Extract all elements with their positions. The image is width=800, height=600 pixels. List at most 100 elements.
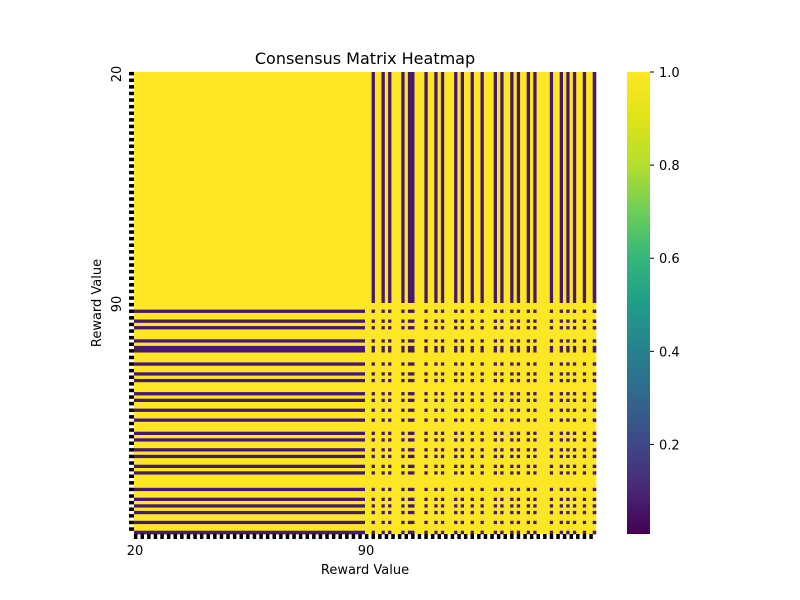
- cell-113-71: [368, 444, 372, 449]
- cell-119-139: [592, 464, 597, 469]
- cell-row-100: [134, 402, 366, 406]
- cell-83-121: [533, 345, 537, 350]
- cell-137-109: [493, 524, 498, 528]
- cell-80-76: [384, 336, 389, 340]
- cell-89-84: [411, 365, 415, 370]
- cell-94-132: [569, 382, 574, 386]
- cell-97-92: [437, 392, 442, 396]
- cell-127-76: [384, 491, 389, 495]
- cell-117-131: [566, 458, 570, 462]
- cell-98-102: [470, 395, 475, 399]
- cell-92-132: [569, 375, 574, 380]
- cell-112-94: [444, 441, 448, 446]
- cell-82-108: [490, 342, 494, 347]
- cell-102-75: [381, 408, 386, 413]
- cell-119-79: [394, 464, 399, 469]
- cell-111-77: [388, 438, 392, 442]
- cell-136-86: [417, 520, 422, 525]
- cell-89-108: [490, 365, 494, 370]
- cell-86-97: [454, 355, 458, 360]
- cell-102-123: [539, 408, 544, 413]
- cell-84-104: [477, 349, 481, 353]
- cell-125-127: [553, 484, 557, 489]
- cell-125-96: [450, 484, 455, 489]
- cell-131-93: [440, 504, 445, 508]
- cell-92-100: [464, 375, 468, 380]
- cell-106-99: [460, 421, 465, 426]
- cell-113-137: [586, 444, 590, 449]
- cell-93-99: [460, 378, 465, 383]
- cell-73-117: [520, 312, 524, 317]
- cell-87-138: [589, 359, 593, 363]
- cell-130-104: [477, 501, 481, 505]
- cell-column-88: [424, 72, 428, 304]
- cell-117-130: [563, 458, 567, 462]
- cell-92-70: [365, 375, 369, 380]
- cell-column-85: [414, 72, 419, 304]
- cell-107-96: [450, 425, 455, 429]
- cell-116-97: [454, 454, 458, 459]
- cell-96-128: [556, 388, 560, 393]
- cell-105-115: [513, 418, 518, 423]
- cell-99-79: [394, 398, 399, 403]
- cell-135-113: [506, 517, 511, 522]
- cell-122-135: [579, 474, 584, 479]
- cell-126-127: [553, 487, 557, 492]
- cell-74-129: [559, 316, 564, 320]
- cell-73-108: [490, 312, 494, 317]
- cell-136-75: [381, 520, 386, 525]
- cell-94-85: [414, 382, 419, 386]
- cell-115-88: [424, 451, 428, 456]
- cell-78-80: [398, 329, 402, 333]
- cell-107-104: [477, 425, 481, 429]
- cell-111-88: [424, 438, 428, 442]
- cell-128-70: [365, 494, 369, 498]
- cell-73-133: [572, 312, 577, 317]
- cell-121-107: [487, 471, 491, 475]
- cell-120-87: [421, 468, 425, 472]
- cell-138-139: [592, 527, 597, 531]
- cell-108-115: [513, 428, 518, 432]
- cell-118-84: [411, 461, 415, 465]
- cell-137-132: [569, 524, 574, 528]
- cell-131-92: [437, 504, 442, 508]
- cell-119-113: [506, 464, 511, 469]
- cell-112-102: [470, 441, 475, 446]
- cell-137-86: [417, 524, 422, 528]
- cell-119-100: [464, 464, 468, 469]
- cell-102-83: [407, 408, 412, 413]
- cell-81-92: [437, 339, 442, 343]
- cell-76-130: [563, 322, 567, 327]
- cell-96-82: [404, 388, 409, 393]
- cell-107-79: [394, 425, 399, 429]
- cell-104-90: [431, 415, 435, 419]
- cell-73-110: [497, 312, 501, 317]
- cell-row-135: [134, 517, 366, 522]
- cell-113-120: [530, 444, 534, 449]
- cell-90-96: [450, 369, 455, 373]
- cell-139-80: [398, 530, 402, 535]
- cell-120-82: [404, 468, 409, 472]
- cell-71-70: [365, 306, 369, 310]
- cell-119-111: [500, 464, 504, 469]
- cell-93-114: [510, 378, 514, 383]
- cell-110-88: [424, 435, 428, 439]
- cell-74-99: [460, 316, 465, 320]
- cell-75-122: [536, 319, 541, 324]
- cell-100-97: [454, 402, 458, 406]
- cell-135-72: [371, 517, 376, 522]
- cell-92-80: [398, 375, 402, 380]
- cell-75-112: [503, 319, 508, 324]
- cell-90-103: [473, 369, 478, 373]
- cell-102-104: [477, 408, 481, 413]
- cell-71-98: [457, 306, 461, 310]
- cell-132-113: [506, 507, 511, 512]
- cell-91-122: [536, 372, 541, 376]
- cell-106-96: [450, 421, 455, 426]
- cell-80-119: [526, 336, 531, 340]
- cell-row-102: [134, 408, 366, 413]
- cell-71-129: [559, 306, 564, 310]
- cell-118-112: [503, 461, 508, 465]
- cell-126-76: [384, 487, 389, 492]
- cell-104-129: [559, 415, 564, 419]
